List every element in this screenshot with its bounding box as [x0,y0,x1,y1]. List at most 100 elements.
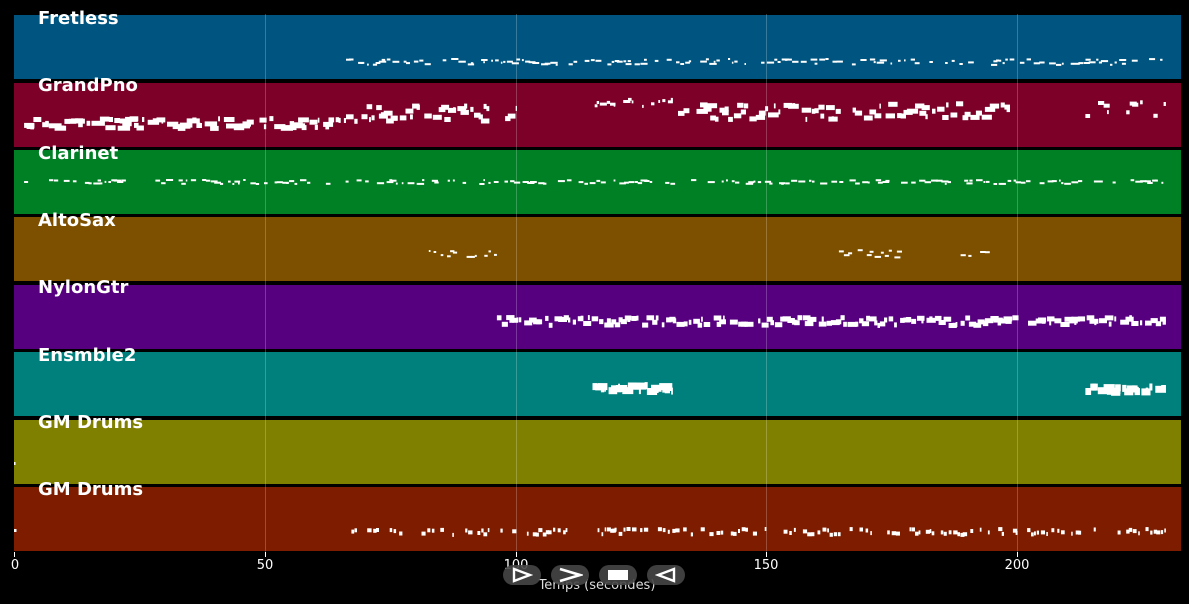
note [868,316,877,322]
note [693,318,700,324]
note [640,528,643,533]
note [833,532,837,537]
note [1071,316,1081,322]
note [444,117,451,122]
note [401,182,404,185]
note [1130,179,1135,182]
note [825,58,829,60]
note [800,60,807,63]
note [885,113,895,119]
note [964,111,971,117]
note [774,58,778,61]
note [210,180,218,183]
track-lane-grandpno [14,83,1181,147]
note [1002,62,1005,65]
play-outline-icon [512,567,533,583]
note [935,179,943,182]
note [1012,528,1018,533]
note [511,62,519,65]
note [104,180,107,183]
note [802,315,811,321]
note [1061,62,1064,65]
note [57,123,59,129]
note [783,102,793,108]
note [900,317,905,323]
note [376,105,382,111]
note [572,319,576,325]
note [797,315,803,321]
note [979,527,982,532]
note [218,116,220,122]
stop-button[interactable] [599,565,637,585]
note [757,181,762,184]
note [1140,180,1147,183]
note [627,317,631,322]
note [960,320,965,326]
note [831,180,838,183]
note [538,528,543,533]
note [1005,318,1012,324]
note [676,321,685,327]
note [416,104,420,110]
note [325,124,330,130]
forward-button[interactable] [551,565,589,585]
note [30,124,34,130]
note [924,181,931,184]
note [1117,530,1121,535]
note [14,462,16,465]
note [745,527,748,532]
note [965,315,971,321]
note [49,179,54,182]
note [866,254,872,257]
note [1110,63,1113,66]
note [998,59,1002,62]
note [589,182,596,185]
note [1111,388,1121,396]
note [486,106,490,112]
note [286,182,289,184]
note [604,527,607,532]
note [768,112,779,118]
note [550,61,558,64]
note [1039,182,1045,185]
note [953,530,958,535]
note [680,63,685,65]
note [416,182,425,185]
note [859,318,864,324]
note [544,62,551,65]
note [1128,527,1133,532]
rewind-button[interactable] [647,565,685,585]
track-lane-altosax [14,217,1181,281]
note [470,106,474,112]
note [774,322,783,328]
note [818,104,825,110]
note [625,63,632,66]
note [766,316,773,322]
note [1140,100,1143,105]
note [849,179,856,182]
note [450,250,455,253]
note [494,253,497,256]
note [578,181,584,184]
note [615,385,628,392]
note [474,254,477,257]
note [867,181,870,184]
note [548,322,553,328]
note [955,322,958,327]
note [460,109,469,115]
note [984,106,996,112]
note [917,315,925,321]
note [752,531,757,536]
note [1153,529,1158,534]
note [671,387,673,395]
play-button[interactable] [503,565,541,585]
note [501,321,508,327]
note [879,321,886,327]
note [728,58,731,60]
note [606,318,611,324]
note [453,107,456,113]
note [78,122,83,128]
note [205,179,211,182]
note [1049,62,1056,65]
note [905,317,912,322]
